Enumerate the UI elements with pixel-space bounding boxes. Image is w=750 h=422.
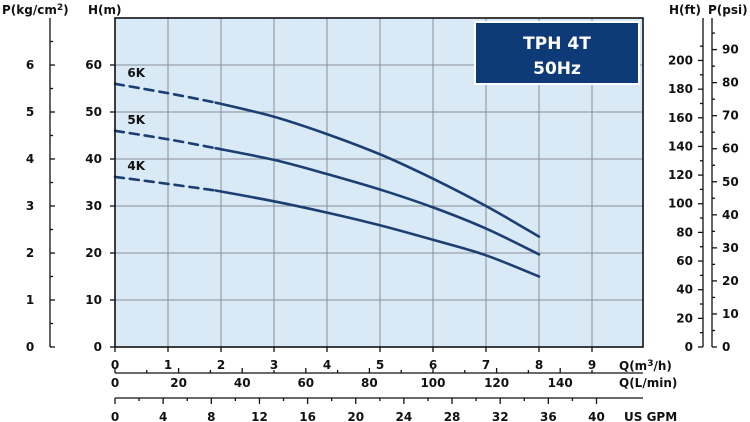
x-lpm-tick-label: 60 xyxy=(297,376,314,390)
y-ft-tick-label: 140 xyxy=(668,139,693,153)
y-primary-tick-label: 30 xyxy=(85,199,102,213)
curves: 6K 5K 4K xyxy=(113,66,541,278)
title-box: TPH 4T 50Hz xyxy=(474,21,640,85)
y-psi-axis-label: P(psi) xyxy=(708,3,748,17)
y-kg-tick-label: 0 xyxy=(26,340,34,354)
y-primary-tick-label: 40 xyxy=(85,152,102,166)
y-kg-axis-label: P(kg/cm2) xyxy=(2,3,69,17)
y-kg-tick-label: 1 xyxy=(26,293,34,307)
y-ft-axis-label: H(ft) xyxy=(669,3,701,17)
y-ft-tick-label: 120 xyxy=(668,168,693,182)
y-kg-tick-label: 3 xyxy=(26,199,34,213)
x-lpm-tick-label: 120 xyxy=(484,376,509,390)
y-psi-tick-label: 40 xyxy=(722,208,739,222)
axes: 0123456010203040506002040608010012014016… xyxy=(26,18,739,422)
x-lpm-tick-label: 0 xyxy=(111,376,119,390)
y-primary-axis-label: H(m) xyxy=(88,3,122,17)
x-gpm-tick-label: 32 xyxy=(492,410,509,422)
y-kg-tick-label: 2 xyxy=(26,246,34,260)
y-ft-tick-label: 60 xyxy=(676,254,693,268)
x-lpm-tick-label: 20 xyxy=(170,376,187,390)
curve-6k-dashed xyxy=(113,82,217,104)
title-line-1: TPH 4T xyxy=(523,34,591,54)
y-psi-tick-label: 20 xyxy=(722,274,739,288)
y-psi-tick-label: 70 xyxy=(722,109,739,123)
y-ft-tick-label: 20 xyxy=(676,311,693,325)
x-primary-tick-label: 2 xyxy=(217,358,225,372)
y-psi-tick-label: 30 xyxy=(722,241,739,255)
x-gpm-tick-label: 12 xyxy=(251,410,268,422)
curve-5k xyxy=(214,146,541,256)
curve-4k xyxy=(214,189,541,278)
x-primary-tick-label: 5 xyxy=(376,358,384,372)
x-lpm-axis-label: Q(L/min) xyxy=(619,376,677,390)
y-ft-tick-label: 200 xyxy=(668,53,693,67)
curve-4k-dashed xyxy=(113,175,217,192)
x-gpm-tick-label: 36 xyxy=(540,410,557,422)
x-primary-tick-label: 3 xyxy=(270,358,278,372)
y-primary-tick-label: 50 xyxy=(85,105,102,119)
x-gpm-tick-label: 8 xyxy=(207,410,215,422)
x-primary-tick-label: 9 xyxy=(588,358,596,372)
y-kg-tick-label: 6 xyxy=(26,58,34,72)
x-lpm-tick-label: 80 xyxy=(361,376,378,390)
x-gpm-tick-label: 28 xyxy=(444,410,461,422)
y-psi-tick-label: 90 xyxy=(722,43,739,57)
curve-label-5k: 5K xyxy=(127,113,145,127)
x-gpm-axis-label: US GPM xyxy=(624,410,677,422)
y-kg-tick-label: 5 xyxy=(26,105,34,119)
y-kg-tick-label: 4 xyxy=(26,152,34,166)
y-psi-tick-label: 50 xyxy=(722,175,739,189)
title-box-background xyxy=(474,21,640,85)
x-lpm-tick-label: 140 xyxy=(548,376,573,390)
y-ft-tick-label: 100 xyxy=(668,197,693,211)
x-lpm-tick-label: 100 xyxy=(420,376,445,390)
x-lpm-tick-label: 40 xyxy=(234,376,251,390)
x-gpm-tick-label: 40 xyxy=(588,410,605,422)
y-ft-tick-label: 180 xyxy=(668,82,693,96)
y-primary-tick-label: 10 xyxy=(85,293,102,307)
y-ft-tick-label: 0 xyxy=(685,340,693,354)
curve-6k xyxy=(214,101,541,238)
title-line-2: 50Hz xyxy=(533,59,581,79)
x-gpm-tick-label: 16 xyxy=(299,410,316,422)
x-primary-tick-label: 0 xyxy=(111,358,119,372)
y-psi-tick-label: 0 xyxy=(722,340,730,354)
curve-label-4k: 4K xyxy=(127,159,145,173)
curve-label-6k: 6K xyxy=(127,66,145,80)
x-primary-tick-label: 1 xyxy=(164,358,172,372)
y-ft-tick-label: 40 xyxy=(676,283,693,297)
x-primary-tick-label: 4 xyxy=(323,358,331,372)
curve-5k-dashed xyxy=(113,129,217,150)
x-primary-tick-label: 8 xyxy=(535,358,543,372)
x-primary-axis-label: Q(m3/h) xyxy=(619,359,672,373)
y-primary-tick-label: 60 xyxy=(85,58,102,72)
y-ft-tick-label: 160 xyxy=(668,111,693,125)
y-psi-tick-label: 80 xyxy=(722,76,739,90)
x-gpm-tick-label: 24 xyxy=(396,410,413,422)
x-gpm-tick-label: 0 xyxy=(111,410,119,422)
x-primary-tick-label: 6 xyxy=(429,358,437,372)
y-psi-tick-label: 10 xyxy=(722,307,739,321)
y-psi-tick-label: 60 xyxy=(722,142,739,156)
y-ft-tick-label: 80 xyxy=(676,225,693,239)
x-gpm-tick-label: 4 xyxy=(159,410,167,422)
plot-frame xyxy=(114,17,644,348)
y-primary-tick-label: 0 xyxy=(94,340,102,354)
x-gpm-tick-label: 20 xyxy=(347,410,364,422)
y-primary-tick-label: 20 xyxy=(85,246,102,260)
x-primary-tick-label: 7 xyxy=(482,358,490,372)
